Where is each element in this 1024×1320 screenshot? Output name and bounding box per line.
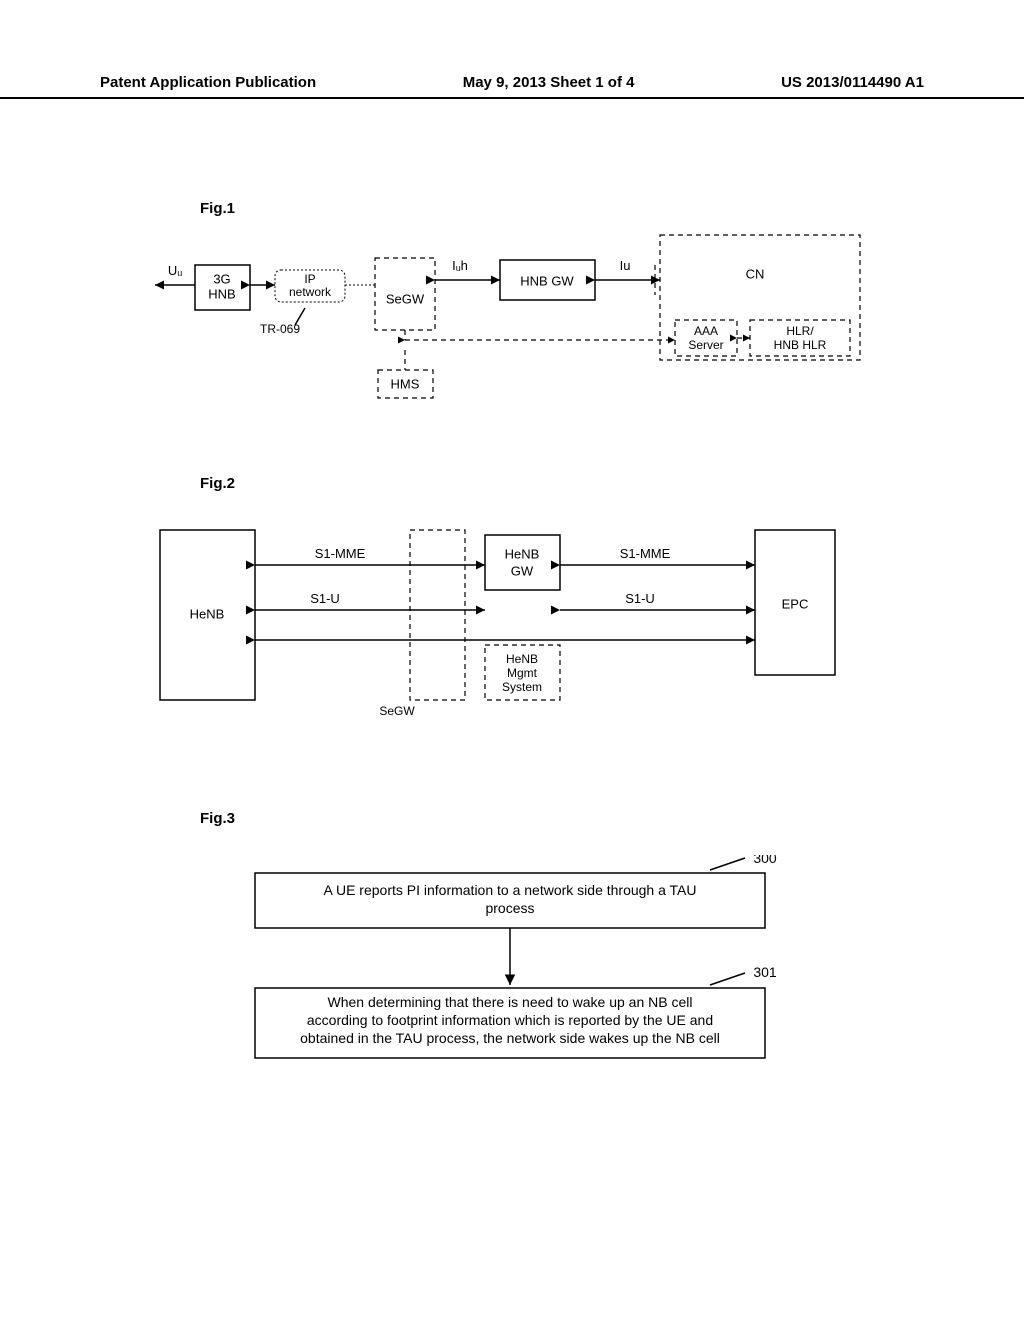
fig3-flowchart: 300 A UE reports PI information to a net… — [225, 855, 805, 1115]
fig2-diagram: HeNB SeGW HeNB GW HeNB Mgmt System EPC S… — [140, 510, 860, 740]
header-center: May 9, 2013 Sheet 1 of 4 — [463, 74, 635, 91]
fig3-id-301: 301 — [753, 964, 777, 980]
fig1-diagram: Uᵤ 3G HNB IP network TR-069 SeGW Iᵤh HNB… — [100, 230, 870, 420]
fig2-s1mme-r: S1-MME — [620, 546, 671, 561]
fig1-label: Fig.1 — [200, 200, 235, 217]
fig1-iuh: Iᵤh — [452, 258, 468, 273]
fig2-henb: HeNB — [190, 606, 225, 621]
fig3-s301-l1: When determining that there is need to w… — [328, 994, 693, 1010]
fig3-s300-l2: process — [485, 900, 534, 916]
fig1-segw: SeGW — [386, 291, 425, 306]
fig2-s1u-r: S1-U — [625, 591, 655, 606]
fig2-segw: SeGW — [379, 704, 415, 718]
fig1-hms: HMS — [391, 376, 420, 391]
fig2-label: Fig.2 — [200, 475, 235, 492]
fig1-aaa-l2: Server — [688, 338, 723, 352]
fig3-s301-l3: obtained in the TAU process, the network… — [300, 1030, 720, 1046]
fig1-ip-l1: IP — [304, 272, 315, 286]
fig1-hnb-l1: 3G — [213, 271, 230, 286]
fig3-s301-l2: according to footprint information which… — [307, 1012, 713, 1028]
header-left: Patent Application Publication — [100, 74, 316, 91]
fig2-gw-l1: HeNB — [505, 546, 540, 561]
fig1-aaa-l1: AAA — [694, 324, 718, 338]
fig1-gw: HNB GW — [520, 273, 574, 288]
fig1-uu: Uᵤ — [168, 263, 182, 278]
fig1-hlr-l2: HNB HLR — [774, 338, 827, 352]
fig1-iu: Iu — [620, 258, 631, 273]
fig1-ip-l2: network — [289, 285, 332, 299]
fig3-label: Fig.3 — [200, 810, 235, 827]
fig2-mgmt-l3: System — [502, 680, 542, 694]
fig1-hnb-l2: HNB — [208, 286, 235, 301]
fig2-s1mme-l: S1-MME — [315, 546, 366, 561]
fig3-id-300: 300 — [753, 855, 777, 866]
header-right: US 2013/0114490 A1 — [781, 74, 924, 91]
fig2-gw-l2: GW — [511, 563, 534, 578]
fig1-tr069: TR-069 — [260, 322, 300, 336]
fig2-mgmt-l1: HeNB — [506, 652, 538, 666]
fig2-epc: EPC — [782, 596, 809, 611]
fig3-s300-l1: A UE reports PI information to a network… — [324, 882, 697, 898]
fig2-mgmt-l2: Mgmt — [507, 666, 538, 680]
fig1-hlr-l1: HLR/ — [786, 324, 814, 338]
fig1-cn: CN — [746, 266, 765, 281]
fig2-s1u-l: S1-U — [310, 591, 340, 606]
